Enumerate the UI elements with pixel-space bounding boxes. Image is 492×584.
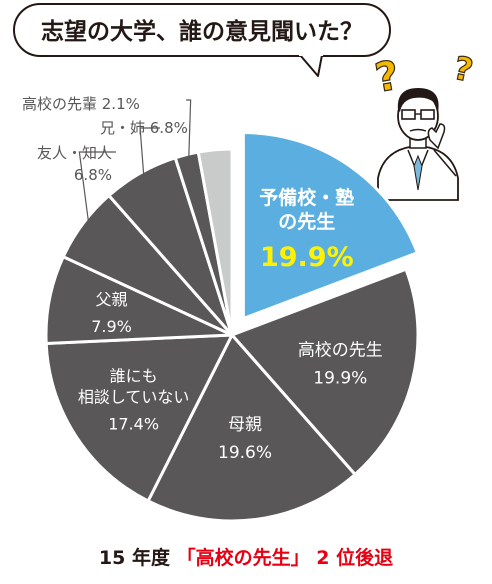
- footer-prefix: 15 年度: [99, 546, 171, 569]
- footer-suffix: 2 位後退: [316, 546, 393, 569]
- pie-slice-2: [146, 332, 358, 523]
- callout-label-7: 高校の先輩 2.1%: [22, 95, 140, 113]
- pie-slice-3: [44, 333, 235, 504]
- question-mark-icon-right: ?: [450, 49, 476, 90]
- slice-label-0-1: の先生: [278, 210, 335, 233]
- callout-line-7: [186, 99, 192, 163]
- pie-slice-8: [196, 147, 234, 336]
- bubble-text: 志望の大学、誰の意見聞いた？: [41, 18, 363, 45]
- footer-caption: 15 年度 「高校の先生」 2 位後退: [99, 546, 393, 569]
- footer-highlight: 「高校の先生」: [177, 546, 310, 569]
- slice-label-3-0: 誰にも: [110, 367, 158, 386]
- slice-value-4: 7.9%: [91, 317, 132, 336]
- callout-line-6: [139, 127, 160, 181]
- slice-label-1-0: 高校の先生: [298, 340, 383, 360]
- slice-label-3-1: 相談していない: [78, 388, 190, 407]
- slice-value-1: 19.9%: [313, 368, 367, 388]
- slice-label-4-0: 父親: [96, 290, 128, 309]
- question-mark-icon-left: ?: [372, 53, 403, 102]
- pie-slice-1: [229, 267, 420, 477]
- slice-value-0: 19.9%: [260, 242, 354, 273]
- callout-value-5: 6.8%: [74, 166, 112, 184]
- callout-line-5: [78, 151, 116, 229]
- pie-slice-0: [241, 131, 420, 321]
- slice-value-3: 17.4%: [108, 415, 159, 434]
- slice-label-0-0: 予備校・塾: [259, 186, 354, 209]
- thinking-man-icon: [377, 88, 459, 201]
- callout-label-5: 友人・知人: [37, 144, 112, 162]
- slice-value-2: 19.6%: [218, 443, 272, 463]
- slice-label-2-0: 母親: [228, 415, 262, 435]
- speech-bubble: 志望の大学、誰の意見聞いた？: [13, 3, 391, 77]
